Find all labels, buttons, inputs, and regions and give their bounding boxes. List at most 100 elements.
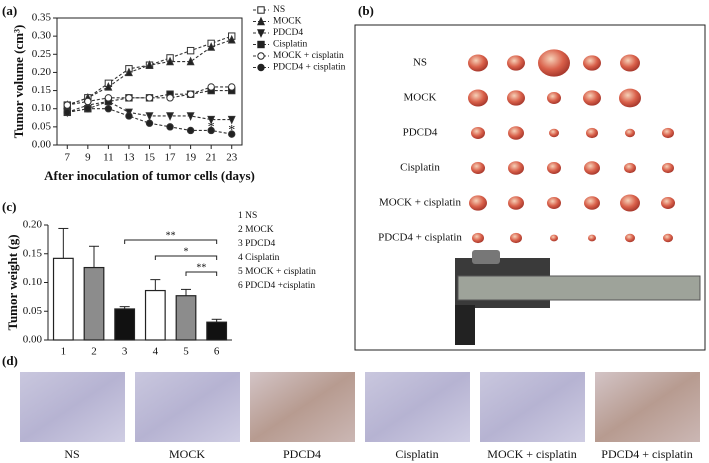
tumor — [549, 128, 559, 138]
tumor — [620, 54, 640, 72]
caption: MOCK + cisplatin — [487, 447, 576, 461]
x-tick-label: 9 — [85, 152, 91, 164]
y-tick-label: 0.30 — [32, 30, 52, 42]
point — [207, 115, 216, 125]
tumor — [625, 233, 635, 243]
annotation: * — [208, 120, 215, 135]
x-tick-label: 5 — [183, 346, 189, 358]
tumor — [588, 234, 596, 242]
x-tick-label: 2 — [91, 346, 97, 358]
tumor — [620, 194, 640, 212]
y-tick-label: 0.20 — [32, 66, 52, 78]
ruler — [455, 250, 701, 345]
point — [84, 97, 92, 106]
bar — [144, 289, 166, 341]
tumor — [508, 161, 524, 175]
y-tick-label: 0.00 — [32, 139, 52, 151]
caption: PDCD4 — [283, 447, 321, 461]
row-label: PDCD4 + cisplatin — [378, 232, 462, 244]
tumor — [510, 232, 522, 244]
point — [125, 94, 133, 102]
legend-marker — [257, 6, 265, 14]
x-tick-label: 19 — [185, 152, 197, 164]
histology-image — [595, 372, 700, 442]
significance-bracket — [185, 271, 218, 276]
caption: NS — [64, 447, 79, 461]
y-tick-label: 0.00 — [23, 334, 43, 346]
tumor — [583, 55, 601, 71]
panel-label: (b) — [358, 3, 374, 18]
tumor — [468, 89, 488, 107]
histology-images — [20, 372, 700, 442]
point — [186, 112, 195, 121]
point — [145, 119, 154, 127]
point — [104, 105, 113, 113]
panel-label: (d) — [2, 353, 18, 368]
point — [104, 94, 113, 102]
tumor — [547, 197, 561, 209]
bar — [83, 266, 105, 341]
point — [104, 82, 113, 91]
x-axis-label: After inoculation of tumor cells (days) — [44, 168, 255, 183]
legend-label: 4 Cisplatin — [238, 253, 280, 263]
histology-image — [480, 372, 585, 442]
legend-label: 3 PDCD4 — [238, 239, 275, 249]
y-tick-label: 0.15 — [32, 84, 52, 96]
row-label: PDCD4 — [403, 127, 438, 139]
point — [166, 94, 174, 102]
legend-label: Cisplatin — [273, 40, 308, 50]
x-tick-label: 6 — [214, 346, 220, 358]
tumor — [583, 90, 601, 106]
legend-marker — [257, 29, 265, 38]
point — [227, 34, 236, 44]
x-tick-label: 1 — [61, 346, 67, 358]
histology-image — [20, 372, 125, 442]
histology-image — [365, 372, 470, 442]
legend-label: 1 NS — [238, 211, 257, 221]
legend-label: PDCD4 + cisplatin — [273, 63, 346, 73]
point — [186, 56, 195, 66]
legend-marker — [257, 63, 265, 72]
point — [186, 46, 195, 55]
point — [186, 126, 195, 135]
point — [145, 112, 154, 121]
tumor — [550, 234, 558, 242]
tumor — [662, 162, 674, 174]
tumor — [471, 162, 485, 174]
tumor — [624, 162, 636, 174]
tumor-photos — [468, 49, 675, 244]
row-label: MOCK + cisplatin — [379, 197, 461, 209]
point — [63, 108, 71, 117]
tumor — [663, 233, 673, 243]
tumor — [625, 128, 635, 138]
caption: PDCD4 + cisplatin — [601, 447, 692, 461]
point — [145, 60, 154, 69]
tumor — [547, 92, 561, 104]
y-tick-label: 0.15 — [23, 247, 43, 259]
significance-bracket — [124, 239, 218, 244]
caption: Cisplatin — [395, 447, 438, 461]
tumor — [469, 195, 487, 211]
y-tick-label: 0.05 — [23, 305, 43, 317]
tumor — [584, 196, 600, 210]
caption: MOCK — [169, 447, 205, 461]
bar — [175, 295, 197, 341]
point — [166, 112, 175, 121]
significance-label: ** — [166, 230, 176, 241]
legend-marker — [257, 16, 265, 26]
point — [125, 112, 133, 120]
point — [227, 115, 236, 125]
legend-marker — [257, 40, 265, 49]
tumor — [507, 55, 525, 71]
legend-label: NS — [273, 5, 285, 15]
x-tick-label: 3 — [122, 346, 128, 358]
x-tick-label: 21 — [206, 152, 217, 164]
y-axis-label: Tumor weight (g) — [5, 234, 20, 330]
row-label: NS — [413, 57, 427, 69]
panel-label: (a) — [2, 3, 17, 18]
x-tick-label: 15 — [144, 152, 156, 164]
tumor — [538, 49, 570, 77]
y-tick-label: 0.25 — [32, 48, 52, 60]
legend-label: 2 MOCK — [238, 225, 274, 235]
